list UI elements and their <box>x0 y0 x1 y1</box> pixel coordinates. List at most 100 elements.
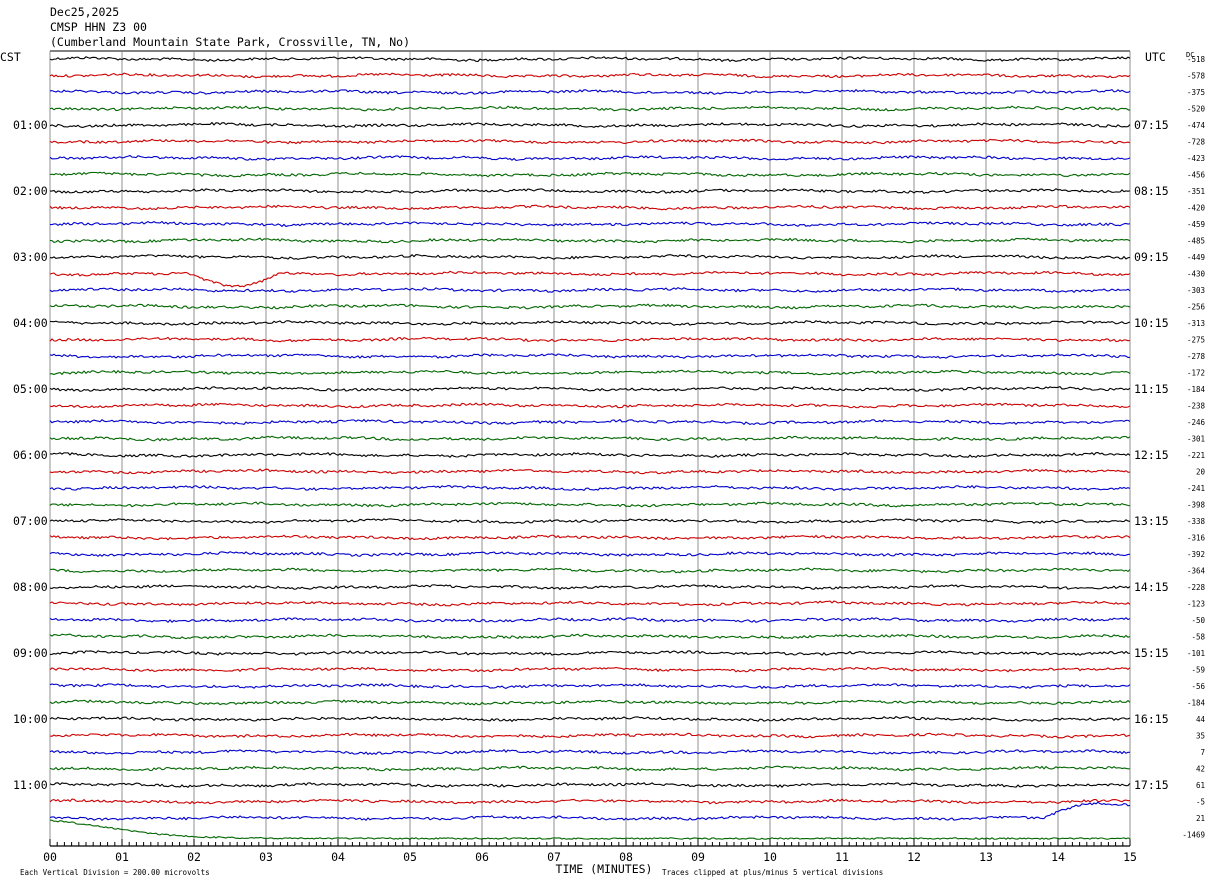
left-hour-label: 01:00 <box>13 118 48 132</box>
dc-offset-label: 35 <box>1196 732 1205 741</box>
right-hour-label: 13:15 <box>1134 514 1169 528</box>
trace-row-31 <box>49 551 1131 558</box>
dc-offset-label: -728 <box>1187 138 1206 147</box>
x-tick-label: 14 <box>1051 850 1065 864</box>
dc-offset-label: -392 <box>1187 550 1205 559</box>
scale-note: Each Vertical Division = 200.00 microvol… <box>20 868 210 877</box>
trace-row-46 <box>49 798 1131 805</box>
dc-offset-label: -398 <box>1187 501 1206 510</box>
dc-offset-label: 7 <box>1200 748 1205 757</box>
left-hour-label: 08:00 <box>13 580 48 594</box>
dc-offset-label: 20 <box>1196 468 1206 477</box>
x-tick-label: 15 <box>1123 850 1137 864</box>
dc-offset-label: -430 <box>1187 270 1206 279</box>
trace-row-29 <box>49 518 1131 524</box>
trace-row-6 <box>49 138 1131 145</box>
trace-row-33 <box>49 584 1131 591</box>
left-hour-label: 09:00 <box>13 646 48 660</box>
left-hour-label: 02:00 <box>13 184 48 198</box>
dc-offset-label: -375 <box>1187 88 1205 97</box>
left-hour-label: 07:00 <box>13 514 48 528</box>
left-timezone-label: CST <box>0 50 21 64</box>
dc-offset-label: -518 <box>1187 55 1206 64</box>
x-axis: 00 01 02 03 04 05 06 07 08 09 10 11 12 13 14 15 <box>43 839 1137 864</box>
trace-row-44 <box>49 765 1131 772</box>
dc-offset-label: -520 <box>1187 105 1206 114</box>
header-date: Dec25,2025 <box>50 5 119 19</box>
trace-row-40 <box>49 699 1131 706</box>
right-hour-labels: 07:15 08:15 09:15 10:15 11:15 12:15 13:15 14:15… <box>1134 118 1169 792</box>
dc-offset-label: -474 <box>1187 121 1206 130</box>
right-timezone-label: UTC <box>1145 50 1166 64</box>
dc-offset-label: -123 <box>1187 600 1205 609</box>
dc-offset-label: -1469 <box>1182 831 1205 840</box>
dc-offset-label: -278 <box>1187 352 1206 361</box>
right-hour-label: 11:15 <box>1134 382 1169 396</box>
dc-offset-label: -101 <box>1187 649 1205 658</box>
dc-offset-label: -485 <box>1187 237 1205 246</box>
trace-row-22 <box>49 402 1131 409</box>
dc-offset-label: -316 <box>1187 534 1206 543</box>
trace-row-14 <box>49 270 1131 288</box>
trace-row-45 <box>49 782 1131 788</box>
dc-offset-label: 42 <box>1196 765 1205 774</box>
left-hour-label: 05:00 <box>13 382 48 396</box>
dc-offset-label: -275 <box>1187 336 1205 345</box>
dc-offset-label: -184 <box>1187 699 1206 708</box>
dc-offset-label: -221 <box>1187 451 1205 460</box>
trace-row-42 <box>49 732 1131 739</box>
trace-row-27 <box>49 484 1131 492</box>
dc-offset-label: -241 <box>1187 484 1205 493</box>
dc-offset-label: -56 <box>1191 682 1205 691</box>
dc-offset-label: -228 <box>1187 583 1206 592</box>
trace-row-32 <box>49 567 1131 574</box>
right-hour-label: 12:15 <box>1134 448 1169 462</box>
trace-row-43 <box>49 749 1131 756</box>
dc-offset-label: -172 <box>1187 369 1205 378</box>
clip-note: Traces clipped at plus/minus 5 vertical … <box>662 868 883 877</box>
x-tick-label: 08 <box>619 850 633 864</box>
right-hour-label: 16:15 <box>1134 712 1169 726</box>
trace-row-4 <box>49 105 1131 112</box>
x-tick-label: 01 <box>115 850 129 864</box>
trace-row-34 <box>49 600 1131 607</box>
dc-offset-label: -59 <box>1191 666 1205 675</box>
dc-offset-label: -459 <box>1187 220 1205 229</box>
right-hour-label: 08:15 <box>1134 184 1169 198</box>
trace-row-7 <box>49 154 1131 161</box>
trace-rows <box>49 56 1131 840</box>
left-hour-label: 10:00 <box>13 712 48 726</box>
trace-row-37 <box>49 650 1131 656</box>
dc-offset-label: -423 <box>1187 154 1205 163</box>
dc-offset-label: -238 <box>1187 402 1206 411</box>
dc-offset-label: -449 <box>1187 253 1205 262</box>
trace-row-5 <box>49 121 1131 129</box>
trace-row-12 <box>49 237 1131 244</box>
trace-row-23 <box>49 418 1131 426</box>
x-tick-label: 06 <box>475 850 489 864</box>
trace-row-18 <box>49 336 1131 343</box>
dc-offset-label: -420 <box>1187 204 1206 213</box>
x-tick-label: 12 <box>907 850 921 864</box>
left-hour-labels: 01:00 02:00 03:00 04:00 05:00 06:00 07:00 08:00… <box>13 118 48 792</box>
dc-offset-label: -578 <box>1187 72 1206 81</box>
trace-row-15 <box>49 286 1131 294</box>
trace-row-25 <box>49 451 1131 459</box>
x-tick-label: 09 <box>691 850 705 864</box>
dc-offset-label: -364 <box>1187 567 1206 576</box>
dc-offset-label: -313 <box>1187 319 1205 328</box>
x-tick-label: 03 <box>259 850 273 864</box>
right-hour-label: 07:15 <box>1134 118 1169 132</box>
trace-row-10 <box>49 204 1131 211</box>
right-hour-label: 10:15 <box>1134 316 1169 330</box>
minute-gridlines <box>49 50 1131 846</box>
dc-offset-labels: -518-578-375-520-474-728-423-456-351-420… <box>1182 55 1205 840</box>
dc-offset-label: 21 <box>1196 814 1205 823</box>
dc-offset-label: 44 <box>1196 715 1206 724</box>
trace-row-1 <box>49 56 1131 63</box>
trace-row-48 <box>49 819 1131 840</box>
trace-row-9 <box>49 188 1131 195</box>
left-hour-label: 03:00 <box>13 250 48 264</box>
trace-row-35 <box>49 617 1131 624</box>
